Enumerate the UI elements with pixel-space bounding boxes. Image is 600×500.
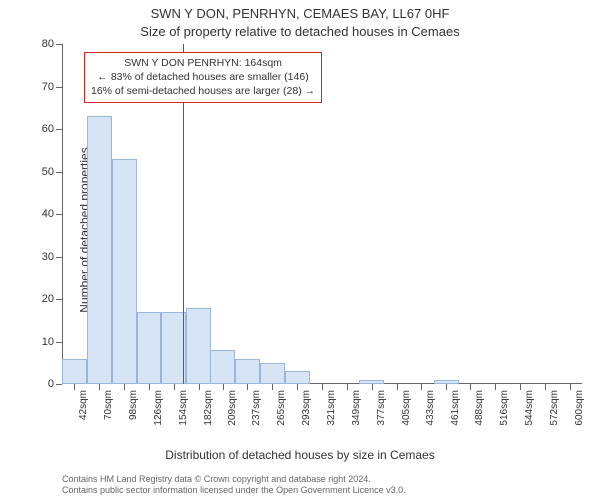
x-tick-label: 488sqm [474, 390, 485, 426]
plot-area: 0102030405060708042sqm70sqm98sqm126sqm15… [62, 44, 582, 384]
x-tick-label: 516sqm [499, 390, 510, 426]
y-tick [56, 299, 62, 300]
x-tick-label: 461sqm [450, 390, 461, 426]
x-tick [397, 384, 398, 390]
x-tick [149, 384, 150, 390]
x-tick-label: 349sqm [351, 390, 362, 426]
x-tick [495, 384, 496, 390]
x-tick [545, 384, 546, 390]
x-tick-label: 126sqm [153, 390, 164, 426]
x-tick-label: 377sqm [376, 390, 387, 426]
x-tick [520, 384, 521, 390]
annotation-line: SWN Y DON PENRHYN: 164sqm [91, 56, 315, 70]
x-tick [124, 384, 125, 390]
y-tick-label: 10 [42, 336, 54, 348]
histogram-bar [359, 380, 384, 384]
x-tick-label: 70sqm [103, 390, 114, 420]
x-tick [272, 384, 273, 390]
x-tick [297, 384, 298, 390]
y-tick-label: 40 [42, 208, 54, 220]
x-tick-label: 265sqm [276, 390, 287, 426]
annotation-box: SWN Y DON PENRHYN: 164sqm← 83% of detach… [84, 52, 322, 103]
x-tick [421, 384, 422, 390]
histogram-bar [112, 159, 137, 384]
x-tick-label: 98sqm [128, 390, 139, 420]
histogram-bar [62, 359, 87, 385]
y-axis-line [62, 44, 63, 384]
annotation-line: 16% of semi-detached houses are larger (… [91, 84, 315, 98]
credits-line-1: Contains HM Land Registry data © Crown c… [62, 474, 588, 485]
x-tick-label: 405sqm [401, 390, 412, 426]
y-tick-label: 0 [48, 378, 54, 390]
x-tick-label: 154sqm [178, 390, 189, 426]
x-tick-label: 237sqm [251, 390, 262, 426]
x-tick [223, 384, 224, 390]
x-tick [99, 384, 100, 390]
histogram-bar [235, 359, 260, 385]
histogram-bar [434, 380, 459, 384]
chart-supertitle: SWN Y DON, PENRHYN, CEMAES BAY, LL67 0HF [0, 6, 600, 21]
histogram-bar [137, 312, 162, 384]
histogram-bar [260, 363, 285, 384]
credits-line-2: Contains public sector information licen… [62, 485, 588, 496]
y-tick-label: 30 [42, 251, 54, 263]
y-tick [56, 257, 62, 258]
y-tick [56, 87, 62, 88]
y-tick-label: 80 [42, 38, 54, 50]
x-tick-label: 42sqm [78, 390, 89, 420]
histogram-bar [87, 116, 112, 384]
annotation-line: ← 83% of detached houses are smaller (14… [91, 70, 315, 84]
y-tick-label: 50 [42, 166, 54, 178]
x-tick [570, 384, 571, 390]
histogram-bar [186, 308, 211, 385]
y-tick [56, 342, 62, 343]
x-tick-label: 572sqm [549, 390, 560, 426]
x-tick-label: 600sqm [574, 390, 585, 426]
y-tick [56, 172, 62, 173]
credits: Contains HM Land Registry data © Crown c… [62, 474, 588, 497]
y-tick [56, 214, 62, 215]
histogram-bar [210, 350, 235, 384]
y-tick-label: 70 [42, 81, 54, 93]
x-tick-label: 209sqm [227, 390, 238, 426]
y-tick [56, 384, 62, 385]
chart-title: Size of property relative to detached ho… [0, 24, 600, 39]
x-tick-label: 321sqm [326, 390, 337, 426]
x-tick [446, 384, 447, 390]
x-tick-label: 433sqm [425, 390, 436, 426]
y-tick-label: 20 [42, 293, 54, 305]
x-tick-label: 293sqm [301, 390, 312, 426]
histogram-bar [285, 371, 310, 384]
x-tick [199, 384, 200, 390]
x-tick-label: 544sqm [524, 390, 535, 426]
x-tick [74, 384, 75, 390]
x-tick [247, 384, 248, 390]
x-tick-label: 182sqm [203, 390, 214, 426]
x-tick [372, 384, 373, 390]
x-tick [470, 384, 471, 390]
x-tick [347, 384, 348, 390]
x-tick [174, 384, 175, 390]
y-tick [56, 44, 62, 45]
x-tick [322, 384, 323, 390]
y-tick [56, 129, 62, 130]
x-axis-label: Distribution of detached houses by size … [0, 448, 600, 462]
y-tick-label: 60 [42, 123, 54, 135]
